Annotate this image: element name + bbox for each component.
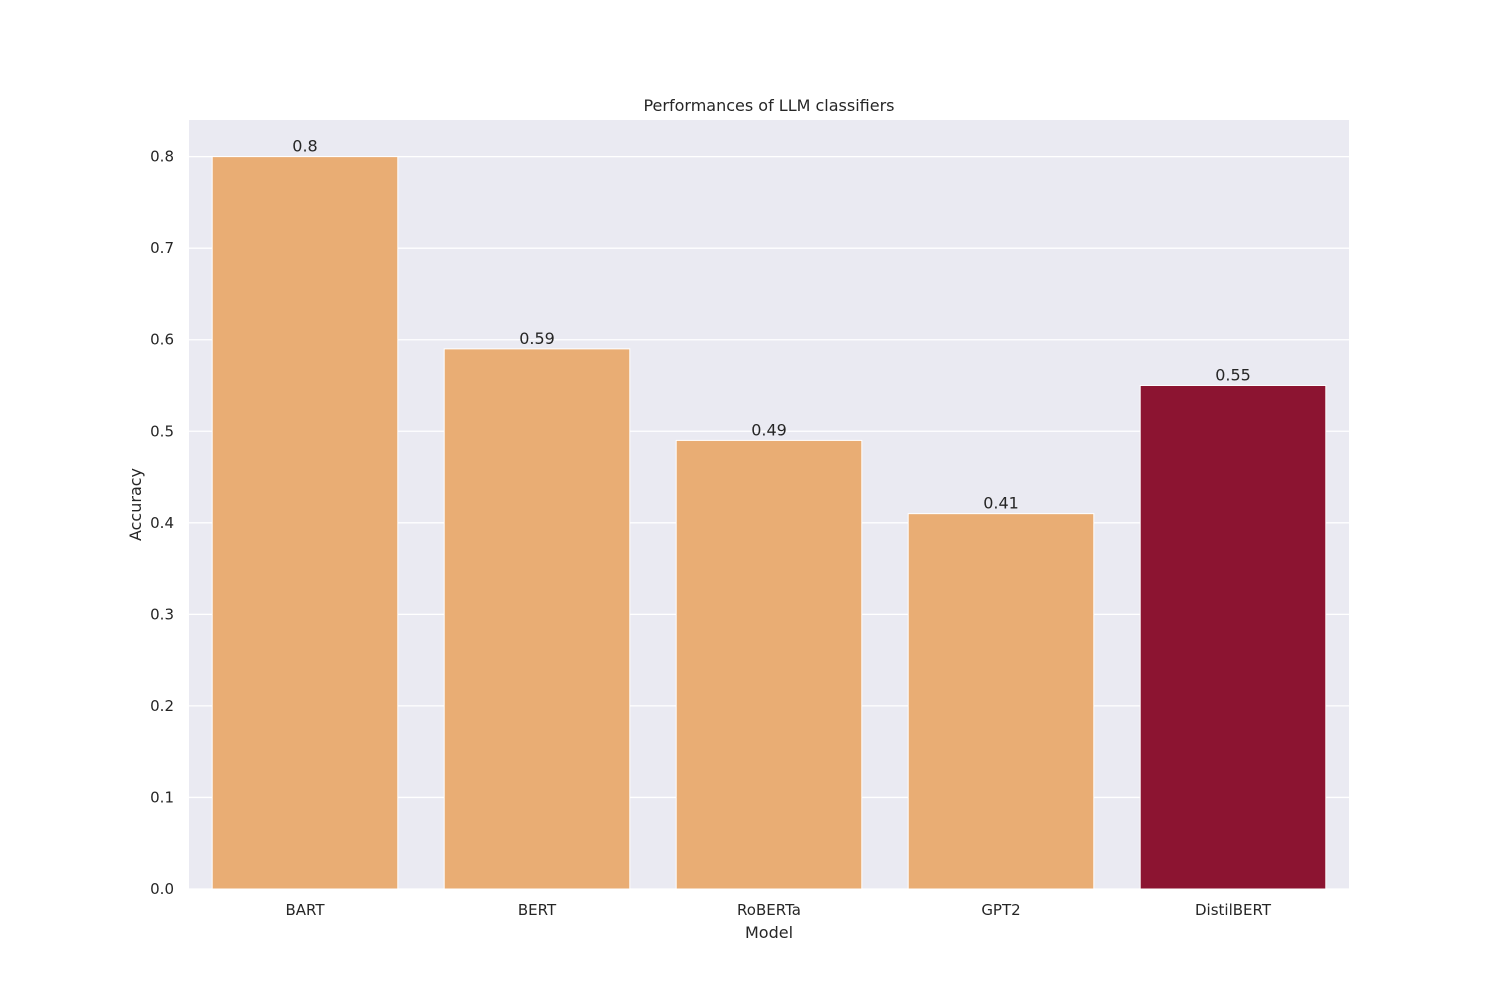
y-axis-title: Accuracy bbox=[126, 468, 145, 541]
x-axis-title: Model bbox=[745, 923, 793, 942]
data-label: 0.55 bbox=[1215, 365, 1251, 384]
y-tick-label: 0.5 bbox=[150, 422, 174, 440]
bar-bart bbox=[211, 156, 399, 890]
y-tick-label: 0.2 bbox=[150, 697, 174, 715]
x-tick-label: BERT bbox=[518, 901, 557, 919]
chart-title: Performances of LLM classifiers bbox=[643, 96, 894, 115]
y-tick-label: 0.0 bbox=[150, 880, 174, 898]
data-label: 0.49 bbox=[751, 420, 787, 439]
x-tick-label: DistilBERT bbox=[1195, 901, 1272, 919]
y-tick-label: 0.7 bbox=[150, 239, 174, 257]
y-tick-label: 0.6 bbox=[150, 331, 174, 349]
bar-bert bbox=[443, 348, 631, 890]
y-tick-label: 0.4 bbox=[150, 514, 174, 532]
y-tick-label: 0.1 bbox=[150, 788, 174, 806]
y-tick-label: 0.3 bbox=[150, 605, 174, 623]
x-axis-ticks: BART BERT RoBERTa GPT2 DistilBERT bbox=[285, 901, 1271, 919]
bar-distilbert bbox=[1139, 384, 1327, 890]
y-tick-label: 0.8 bbox=[150, 148, 174, 166]
data-label: 0.59 bbox=[519, 329, 555, 348]
bars bbox=[211, 156, 1327, 890]
data-labels: 0.8 0.59 0.49 0.41 0.55 bbox=[292, 137, 1251, 513]
x-tick-label: RoBERTa bbox=[737, 901, 801, 919]
bar-gpt2 bbox=[907, 513, 1095, 890]
data-label: 0.41 bbox=[983, 494, 1019, 513]
x-tick-label: BART bbox=[285, 901, 325, 919]
x-tick-label: GPT2 bbox=[981, 901, 1020, 919]
data-label: 0.8 bbox=[292, 137, 317, 156]
y-axis-ticks: 0.0 0.1 0.2 0.3 0.4 0.5 0.6 0.7 0.8 bbox=[150, 148, 174, 898]
bar-roberta bbox=[675, 439, 863, 890]
